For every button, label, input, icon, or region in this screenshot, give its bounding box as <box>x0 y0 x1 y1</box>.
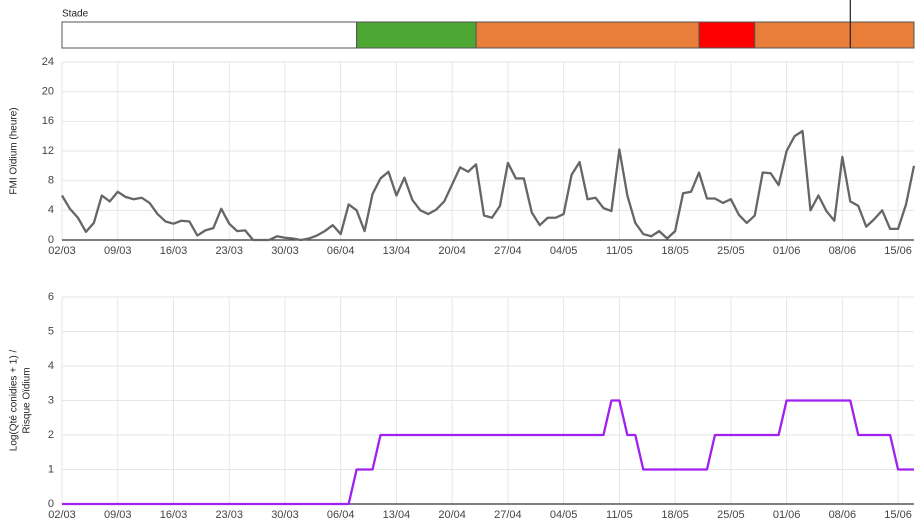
stage-segment <box>754 21 915 49</box>
x-tick-label: 04/05 <box>550 509 578 519</box>
y-tick-label: 16 <box>42 115 54 127</box>
y-tick-label: 20 <box>42 86 54 98</box>
x-tick-label: 30/03 <box>271 245 299 257</box>
x-tick-label: 02/03 <box>48 245 76 257</box>
x-tick-label: 25/05 <box>717 245 745 257</box>
x-tick-label: 20/04 <box>438 509 466 519</box>
y-axis-title: Risque Oïdium <box>22 367 33 433</box>
y-tick-label: 4 <box>48 204 54 216</box>
x-tick-label: 27/04 <box>494 509 522 519</box>
x-tick-label: 20/04 <box>438 245 466 257</box>
x-tick-label: 16/03 <box>160 245 188 257</box>
data-line <box>61 129 916 242</box>
x-tick-label: 01/06 <box>773 245 801 257</box>
y-tick-label: 8 <box>48 175 54 187</box>
y-tick-label: 6 <box>48 291 54 303</box>
stage-segment <box>61 21 358 49</box>
y-tick-label: 3 <box>48 394 54 406</box>
x-tick-label: 01/06 <box>773 509 801 519</box>
x-tick-label: 15/06 <box>884 509 912 519</box>
stage-segment <box>356 21 477 49</box>
x-tick-label: 06/04 <box>327 509 355 519</box>
x-tick-label: 13/04 <box>383 245 411 257</box>
x-tick-label: 27/04 <box>494 245 522 257</box>
x-tick-label: 18/05 <box>661 509 689 519</box>
y-tick-label: 2 <box>48 429 54 441</box>
y-tick-label: 1 <box>48 463 54 475</box>
x-tick-label: 09/03 <box>104 245 132 257</box>
x-tick-label: 15/06 <box>884 245 912 257</box>
data-line <box>62 399 914 506</box>
y-tick-label: 0 <box>48 234 54 246</box>
y-tick-label: 4 <box>48 360 54 372</box>
x-tick-label: 23/03 <box>215 509 243 519</box>
y-tick-label: 24 <box>42 56 54 68</box>
x-tick-label: 25/05 <box>717 509 745 519</box>
x-tick-label: 08/06 <box>829 245 857 257</box>
x-tick-label: 18/05 <box>661 245 689 257</box>
x-tick-label: 09/03 <box>104 509 132 519</box>
x-tick-label: 16/03 <box>160 509 188 519</box>
y-axis-title: Log(Qté conidies + 1) / <box>9 350 20 452</box>
x-tick-label: 11/05 <box>606 245 633 257</box>
y-tick-label: 0 <box>48 498 54 510</box>
y-tick-label: 5 <box>48 325 54 337</box>
x-tick-label: 11/05 <box>606 509 633 519</box>
stage-title: Stade <box>62 9 89 20</box>
y-tick-label: 12 <box>42 145 54 157</box>
x-tick-label: 02/03 <box>48 509 76 519</box>
x-tick-label: 04/05 <box>550 245 578 257</box>
stage-segment <box>698 21 756 49</box>
x-tick-label: 13/04 <box>383 509 411 519</box>
x-tick-label: 08/06 <box>829 509 857 519</box>
x-tick-label: 23/03 <box>215 245 243 257</box>
y-axis-title: FMI Oïdium (heure) <box>9 107 20 194</box>
x-tick-label: 30/03 <box>271 509 299 519</box>
x-tick-label: 06/04 <box>327 245 355 257</box>
stage-segment <box>475 21 700 49</box>
